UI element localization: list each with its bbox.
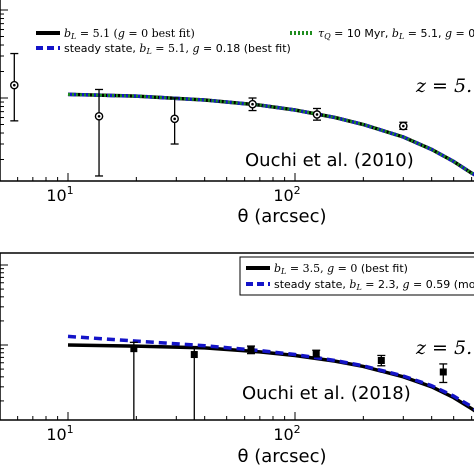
top-data-point-center-4	[315, 113, 319, 116]
bottom-panel: bL = 3.5, g = 0 (best fit) steady state,…	[0, 252, 474, 467]
top-data-point-center-1	[97, 114, 101, 118]
top-legend: bL = 5.1 (g = 0 best fit) steady state, …	[36, 27, 474, 56]
bottom-plot-frame	[0, 252, 474, 421]
top-x-axis-label: θ (arcsec)	[237, 206, 326, 227]
bottom-data-point-3	[312, 350, 320, 358]
bottom-curves	[67, 334, 474, 413]
top-legend-label-1: steady state, bL = 5.1, g = 0.18 (best f…	[64, 42, 291, 56]
bottom-data-point-1	[190, 351, 198, 359]
top-x-tick-label-0: 101	[46, 184, 73, 205]
bottom-series-line-0	[67, 343, 474, 413]
bottom-x-tick-label-0: 101	[46, 423, 73, 444]
top-data-point-center-2	[173, 117, 176, 121]
bottom-legend-label-0: bL = 3.5, g = 0 (best fit)	[274, 262, 408, 276]
top-curves	[67, 92, 474, 177]
bottom-data-points	[129, 341, 448, 420]
top-x-tick-label-1: 102	[273, 184, 300, 205]
bottom-legend: bL = 3.5, g = 0 (best fit) steady state,…	[239, 256, 474, 296]
bottom-x-ticks: 101 102	[17, 412, 473, 444]
bottom-data-point-0	[130, 345, 138, 353]
top-y-ticks	[0, 9, 8, 161]
top-annotation: Ouchi et al. (2010)	[245, 150, 414, 171]
bottom-y-ticks	[0, 264, 8, 402]
bottom-redshift-label: z = 5.7	[415, 337, 474, 359]
top-data-point-center-5	[402, 124, 405, 128]
top-x-ticks: 101 102	[17, 173, 473, 205]
bottom-legend-label-1: steady state, bL = 2.3, g = 0.59 (most l	[274, 278, 474, 292]
top-legend-label-2: τQ = 10 Myr, bL = 5.1, g = 0.15 (b	[318, 27, 474, 41]
top-plot-frame	[0, 0, 474, 182]
top-panel: bL = 5.1 (g = 0 best fit) steady state, …	[0, 0, 474, 227]
bottom-annotation: Ouchi et al. (2018)	[242, 383, 411, 404]
top-data-points	[9, 52, 408, 177]
bottom-series-line-1	[67, 334, 474, 411]
bottom-x-tick-label-1: 102	[273, 423, 300, 444]
top-series-line-2	[67, 92, 474, 177]
top-data-point-center-3	[251, 102, 254, 106]
top-legend-label-0: bL = 5.1 (g = 0 best fit)	[64, 27, 195, 41]
bottom-data-point-2	[247, 346, 255, 354]
bottom-legend-box	[239, 256, 474, 296]
bottom-x-axis-label: θ (arcsec)	[237, 446, 326, 467]
bottom-data-point-5	[439, 368, 447, 376]
top-redshift-label: z = 5.7	[415, 75, 474, 97]
top-data-point-center-0	[12, 83, 16, 87]
bottom-data-point-4	[377, 357, 385, 365]
